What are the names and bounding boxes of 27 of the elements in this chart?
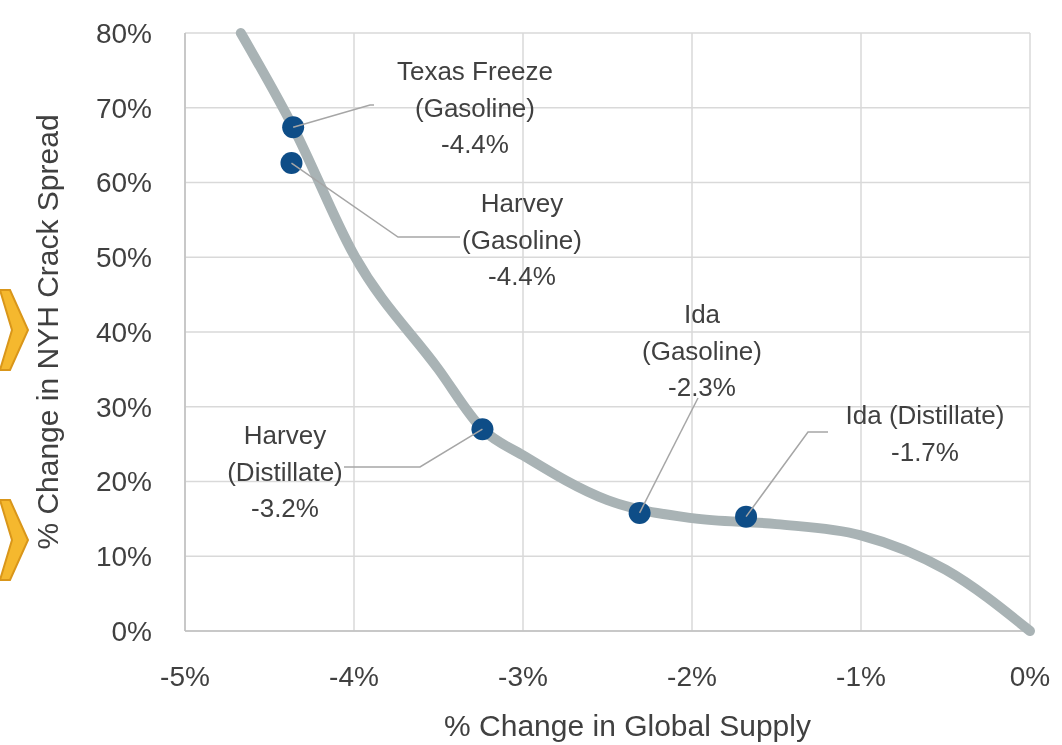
x-tick-label: -3%	[498, 661, 548, 692]
point	[735, 505, 758, 528]
x-tick-label: -2%	[667, 661, 717, 692]
point	[282, 116, 305, 139]
x-axis-title: % Change in Global Supply	[444, 709, 811, 742]
annotation: Harvey (Distillate) -3.2%	[227, 420, 343, 523]
y-tick-label: 70%	[95, 92, 152, 124]
x-tick-label: -4%	[329, 661, 379, 692]
y-tick-label: 30%	[95, 391, 152, 423]
annotation: Harvey (Gasoline) -4.4%	[462, 188, 582, 291]
y-tick-label: 80%	[95, 17, 152, 49]
y-tick-label: 10%	[95, 541, 152, 573]
y-axis-title: % Change in NYH Crack Spread	[31, 114, 64, 550]
y-tick-label: 50%	[95, 242, 152, 274]
y-tick-label: 0%	[111, 615, 152, 647]
point	[628, 501, 651, 524]
x-tick-label: 0%	[1009, 661, 1051, 692]
y-tick-label: 60%	[95, 167, 152, 199]
annotation: Ida (Distillate) -1.7%	[845, 400, 1005, 467]
point	[471, 418, 494, 441]
x-tick-label: -5%	[160, 661, 210, 692]
y-tick-label: 40%	[95, 316, 152, 348]
annotation: Texas Freeze (Gasoline) -4.4%	[396, 56, 554, 159]
x-tick-label: -1%	[836, 661, 886, 692]
point	[280, 152, 303, 175]
annotation: Ida (Gasoline) -2.3%	[642, 299, 762, 402]
y-tick-label: 20%	[95, 466, 152, 498]
